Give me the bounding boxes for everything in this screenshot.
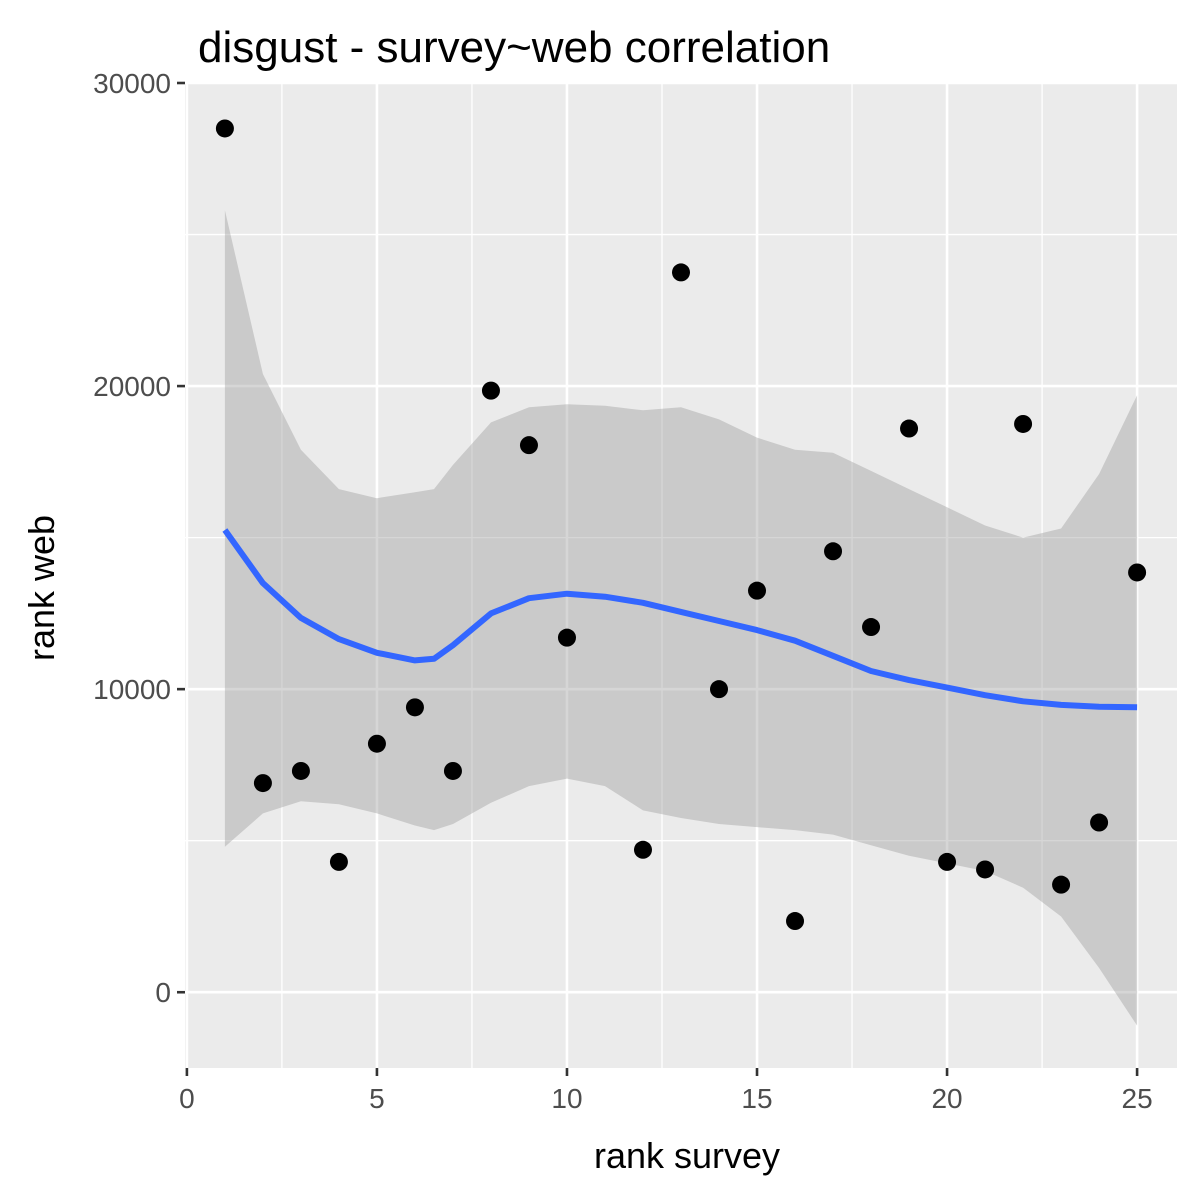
y-tick-label: 0 [155, 977, 171, 1008]
data-point [405, 698, 424, 717]
data-point [938, 852, 957, 871]
data-point [786, 912, 805, 931]
y-tick-label: 30000 [93, 68, 171, 99]
data-point [519, 436, 538, 455]
data-point [481, 381, 500, 400]
data-point [557, 628, 576, 647]
x-tick-label: 10 [551, 1083, 582, 1114]
data-point [672, 263, 690, 282]
data-point [329, 852, 348, 871]
data-point [1052, 875, 1071, 894]
data-point [900, 419, 919, 438]
x-axis-title: rank survey [594, 1135, 780, 1176]
data-points [215, 119, 1147, 931]
y-axis: 0 10000 20000 30000 [93, 68, 185, 1008]
x-axis: 0 5 10 15 20 25 [179, 1068, 1153, 1114]
data-point [976, 860, 995, 879]
y-tick-label: 20000 [93, 371, 171, 402]
data-point [824, 542, 843, 561]
data-point [1090, 813, 1109, 832]
data-point [710, 680, 729, 699]
data-point [253, 774, 272, 793]
data-point [633, 840, 652, 859]
confidence-band [224, 210, 1138, 1026]
data-point [748, 581, 767, 600]
chart-title: disgust - survey~web correlation [198, 23, 830, 72]
x-tick-label: 5 [369, 1083, 385, 1114]
data-point [1014, 414, 1033, 433]
x-tick-label: 0 [179, 1083, 195, 1114]
y-tick-label: 10000 [93, 674, 171, 705]
x-tick-label: 25 [1122, 1083, 1153, 1114]
data-point [215, 119, 234, 138]
x-tick-label: 20 [931, 1083, 962, 1114]
x-tick-label: 15 [741, 1083, 772, 1114]
data-point [443, 761, 462, 780]
y-axis-title: rank web [21, 515, 62, 661]
data-point [291, 761, 310, 780]
smooth-line [222, 528, 1138, 711]
plot-panel [185, 83, 1177, 1068]
data-point [367, 734, 386, 753]
data-point [862, 618, 881, 637]
data-point [1128, 563, 1147, 582]
minor-gridlines [185, 83, 1177, 1068]
